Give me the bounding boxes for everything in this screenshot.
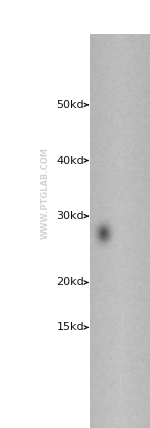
Text: 50kd: 50kd	[56, 100, 84, 110]
Text: 15kd: 15kd	[56, 322, 84, 333]
Text: 20kd: 20kd	[56, 277, 84, 288]
Text: 40kd: 40kd	[56, 155, 84, 166]
Text: 30kd: 30kd	[56, 211, 84, 221]
Text: WWW.PTGLAB.COM: WWW.PTGLAB.COM	[40, 147, 50, 238]
